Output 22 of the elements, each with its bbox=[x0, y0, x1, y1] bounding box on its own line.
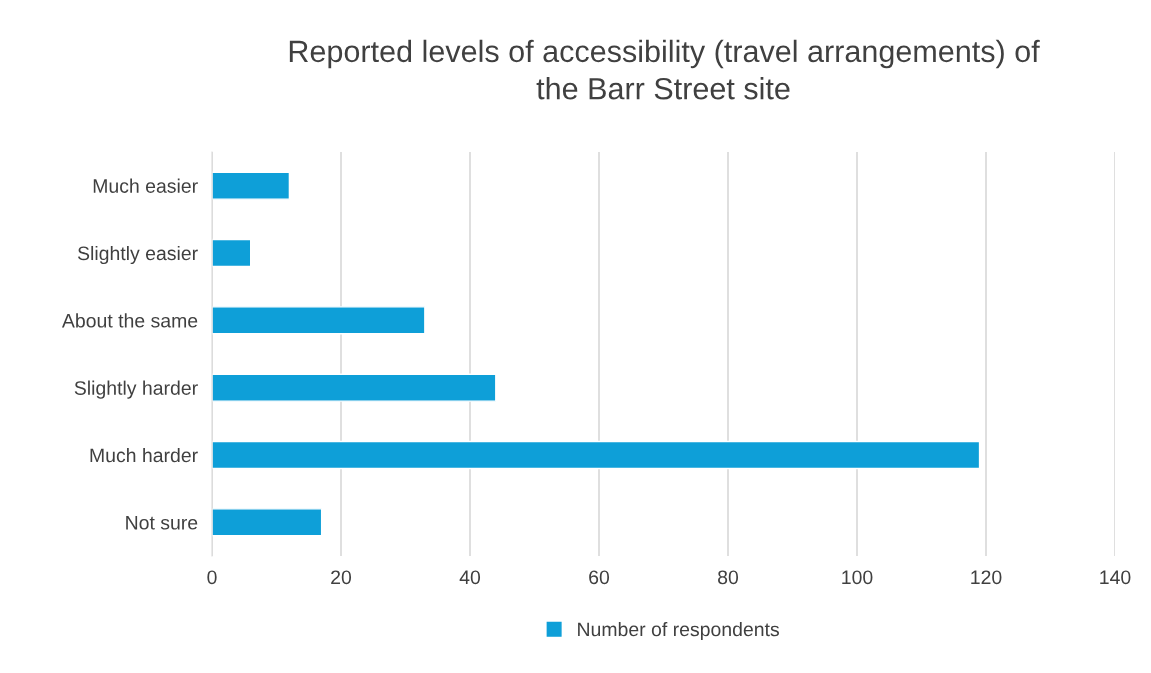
x-tick-label: 60 bbox=[589, 570, 610, 585]
x-tick-label: 20 bbox=[331, 570, 352, 585]
chart-title: Reported levels of accessibility (travel arrangements) of the Barr Street site bbox=[289, 39, 1040, 100]
x-tick-label: 140 bbox=[1100, 570, 1131, 585]
x-tick-label: 120 bbox=[971, 570, 1002, 585]
bar bbox=[212, 238, 252, 268]
bar bbox=[212, 373, 497, 402]
y-tick-label: Much harder bbox=[90, 447, 198, 463]
bar bbox=[212, 508, 323, 537]
x-tick-label: 80 bbox=[718, 570, 739, 585]
bar bbox=[212, 306, 426, 335]
x-tick-label: 100 bbox=[842, 570, 873, 585]
y-tick-label: Not sure bbox=[126, 516, 198, 530]
x-tick-label: 0 bbox=[207, 570, 217, 585]
bar bbox=[212, 171, 291, 200]
y-tick-label: Slightly harder bbox=[74, 380, 198, 399]
bar bbox=[212, 440, 981, 470]
legend-label: Number of respondents bbox=[578, 621, 779, 641]
x-tick-label: 40 bbox=[459, 570, 481, 585]
y-tick-label: Much easier bbox=[93, 178, 198, 193]
y-tick-label: About the same bbox=[61, 313, 198, 328]
y-tick-label: Slightly easier bbox=[77, 245, 198, 265]
